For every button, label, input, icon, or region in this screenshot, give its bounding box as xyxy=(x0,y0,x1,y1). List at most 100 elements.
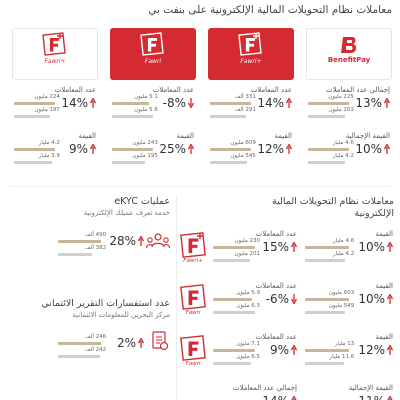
figure-value: 203 xyxy=(343,107,354,113)
figure-bar xyxy=(305,258,346,262)
stat-label: القيمة xyxy=(274,132,292,140)
fawri-logo xyxy=(42,32,66,56)
figure-unit: مليار xyxy=(332,140,344,146)
figure-line: 11.6 مليار xyxy=(305,354,355,360)
change-percent: 9% xyxy=(269,343,289,357)
trend-arrow xyxy=(387,242,393,252)
separator xyxy=(176,195,177,400)
figure-line: 3.9 مليار xyxy=(14,153,60,159)
change-percent: 10% xyxy=(358,240,385,254)
figure-value: 5.6 xyxy=(149,107,158,113)
change-percent: 12% xyxy=(257,142,284,156)
logo-text: Fawri+ xyxy=(44,58,66,65)
figure-line: 242 ألف xyxy=(58,347,106,353)
figure-value: 242 xyxy=(95,347,107,353)
figure-unit: ألف xyxy=(234,94,244,100)
figure-unit: مليار xyxy=(38,140,50,146)
page-title: معاملات نظام التحويلات المالية الإلكترون… xyxy=(148,4,392,16)
trend-arrow xyxy=(387,345,393,355)
figure-unit: مليون xyxy=(34,94,48,100)
figure-line: 291 ألف xyxy=(210,107,256,113)
people-icon xyxy=(146,233,170,249)
logo-text: Fawri+ xyxy=(240,58,262,65)
figure-unit: مليار xyxy=(38,153,50,159)
figure-bar xyxy=(112,101,150,105)
figure-unit: مليون xyxy=(34,107,48,113)
figure-unit: مليون xyxy=(234,251,248,257)
figure-line: 549 مليون xyxy=(305,303,355,309)
figure-value: 201 xyxy=(249,251,261,257)
stat-label: القيمة xyxy=(375,333,393,341)
change-percent: 10% xyxy=(355,142,382,156)
trend-arrow xyxy=(291,396,297,400)
figure-bar xyxy=(112,160,145,164)
figure-unit: مليون xyxy=(236,341,250,347)
figure-value: 224 xyxy=(49,94,60,100)
document-icon xyxy=(152,331,169,351)
figure-value: 4.6 xyxy=(345,238,355,244)
figure-bar xyxy=(14,147,55,151)
figure-bar xyxy=(308,114,345,118)
figure-value: 5.1 xyxy=(149,94,158,100)
figure-unit: مليون xyxy=(134,94,148,100)
figure-value: 230 xyxy=(249,238,261,244)
figure-line: 246 ألف xyxy=(58,334,106,340)
figure-bar xyxy=(308,160,346,164)
figure-bar xyxy=(58,239,101,243)
figure-value: 225 xyxy=(343,94,354,100)
trend-arrow xyxy=(90,98,96,108)
figure-line: 195 مليون xyxy=(112,153,158,159)
figure-bar xyxy=(305,245,349,249)
trend-arrow xyxy=(138,338,144,348)
figure-unit: مليون xyxy=(230,140,244,146)
figure-unit: مليون xyxy=(132,140,146,146)
figure-line: 331 ألف xyxy=(210,94,256,100)
figure-value: 490 xyxy=(95,232,107,238)
figure-line: 545 مليون xyxy=(210,153,256,159)
change-percent: -6% xyxy=(265,292,289,306)
figure-bar xyxy=(58,252,92,256)
section-subtitle: خدمة تعرف عميلك الإلكترونية xyxy=(83,209,170,217)
figure-unit: مليون xyxy=(328,107,342,113)
stat-label: القيمة xyxy=(78,132,96,140)
figure-line: 201 مليون xyxy=(213,251,260,257)
stat-label: القيمة الإجمالية xyxy=(348,384,393,392)
figure-line: 5.1 مليون xyxy=(112,94,158,100)
figure-unit: مليار xyxy=(333,238,344,244)
figure-line: 225 مليون xyxy=(308,94,354,100)
figure-line: 4.2 مليار xyxy=(14,140,60,146)
figure-bar xyxy=(305,348,349,352)
figure-bar xyxy=(213,348,255,352)
figure-value: 549 xyxy=(343,303,355,309)
separator xyxy=(10,186,390,187)
change-percent: -8% xyxy=(162,96,186,110)
change-percent: 12% xyxy=(358,343,385,357)
stat-label: عدد المعاملات xyxy=(255,230,297,238)
figure-bar xyxy=(213,297,253,301)
figure-unit: مليون xyxy=(236,354,250,360)
section-title: عمليات eKYC xyxy=(114,196,170,207)
section-title: معاملات نظام التحويلات المالية الإلكترون… xyxy=(271,196,394,219)
trend-arrow xyxy=(291,242,297,252)
figure-bar xyxy=(213,258,250,262)
benefitpay-logo xyxy=(341,37,357,53)
trend-arrow xyxy=(286,144,292,154)
figure-unit: مليون xyxy=(236,303,250,309)
figure-value: 5.9 xyxy=(251,290,261,296)
stat-label: عدد المعاملات xyxy=(152,86,194,94)
change-percent: 14% xyxy=(213,394,289,400)
change-percent: 25% xyxy=(159,142,186,156)
figure-value: 4.2 xyxy=(345,251,355,257)
fawri-logo xyxy=(238,32,262,56)
fawri-logo xyxy=(180,335,206,361)
change-percent: 14% xyxy=(61,96,88,110)
figure-bar xyxy=(14,101,55,105)
figure-value: 243 xyxy=(147,140,158,146)
figure-bar xyxy=(213,310,255,314)
stat-label: القيمة الإجمالية xyxy=(345,132,390,140)
figure-line: 4.2 مليار xyxy=(305,251,354,257)
figure-bar xyxy=(112,147,153,151)
figure-unit: ألف xyxy=(85,334,94,340)
figure-line: 603 مليون xyxy=(305,290,355,296)
trend-arrow xyxy=(384,144,390,154)
